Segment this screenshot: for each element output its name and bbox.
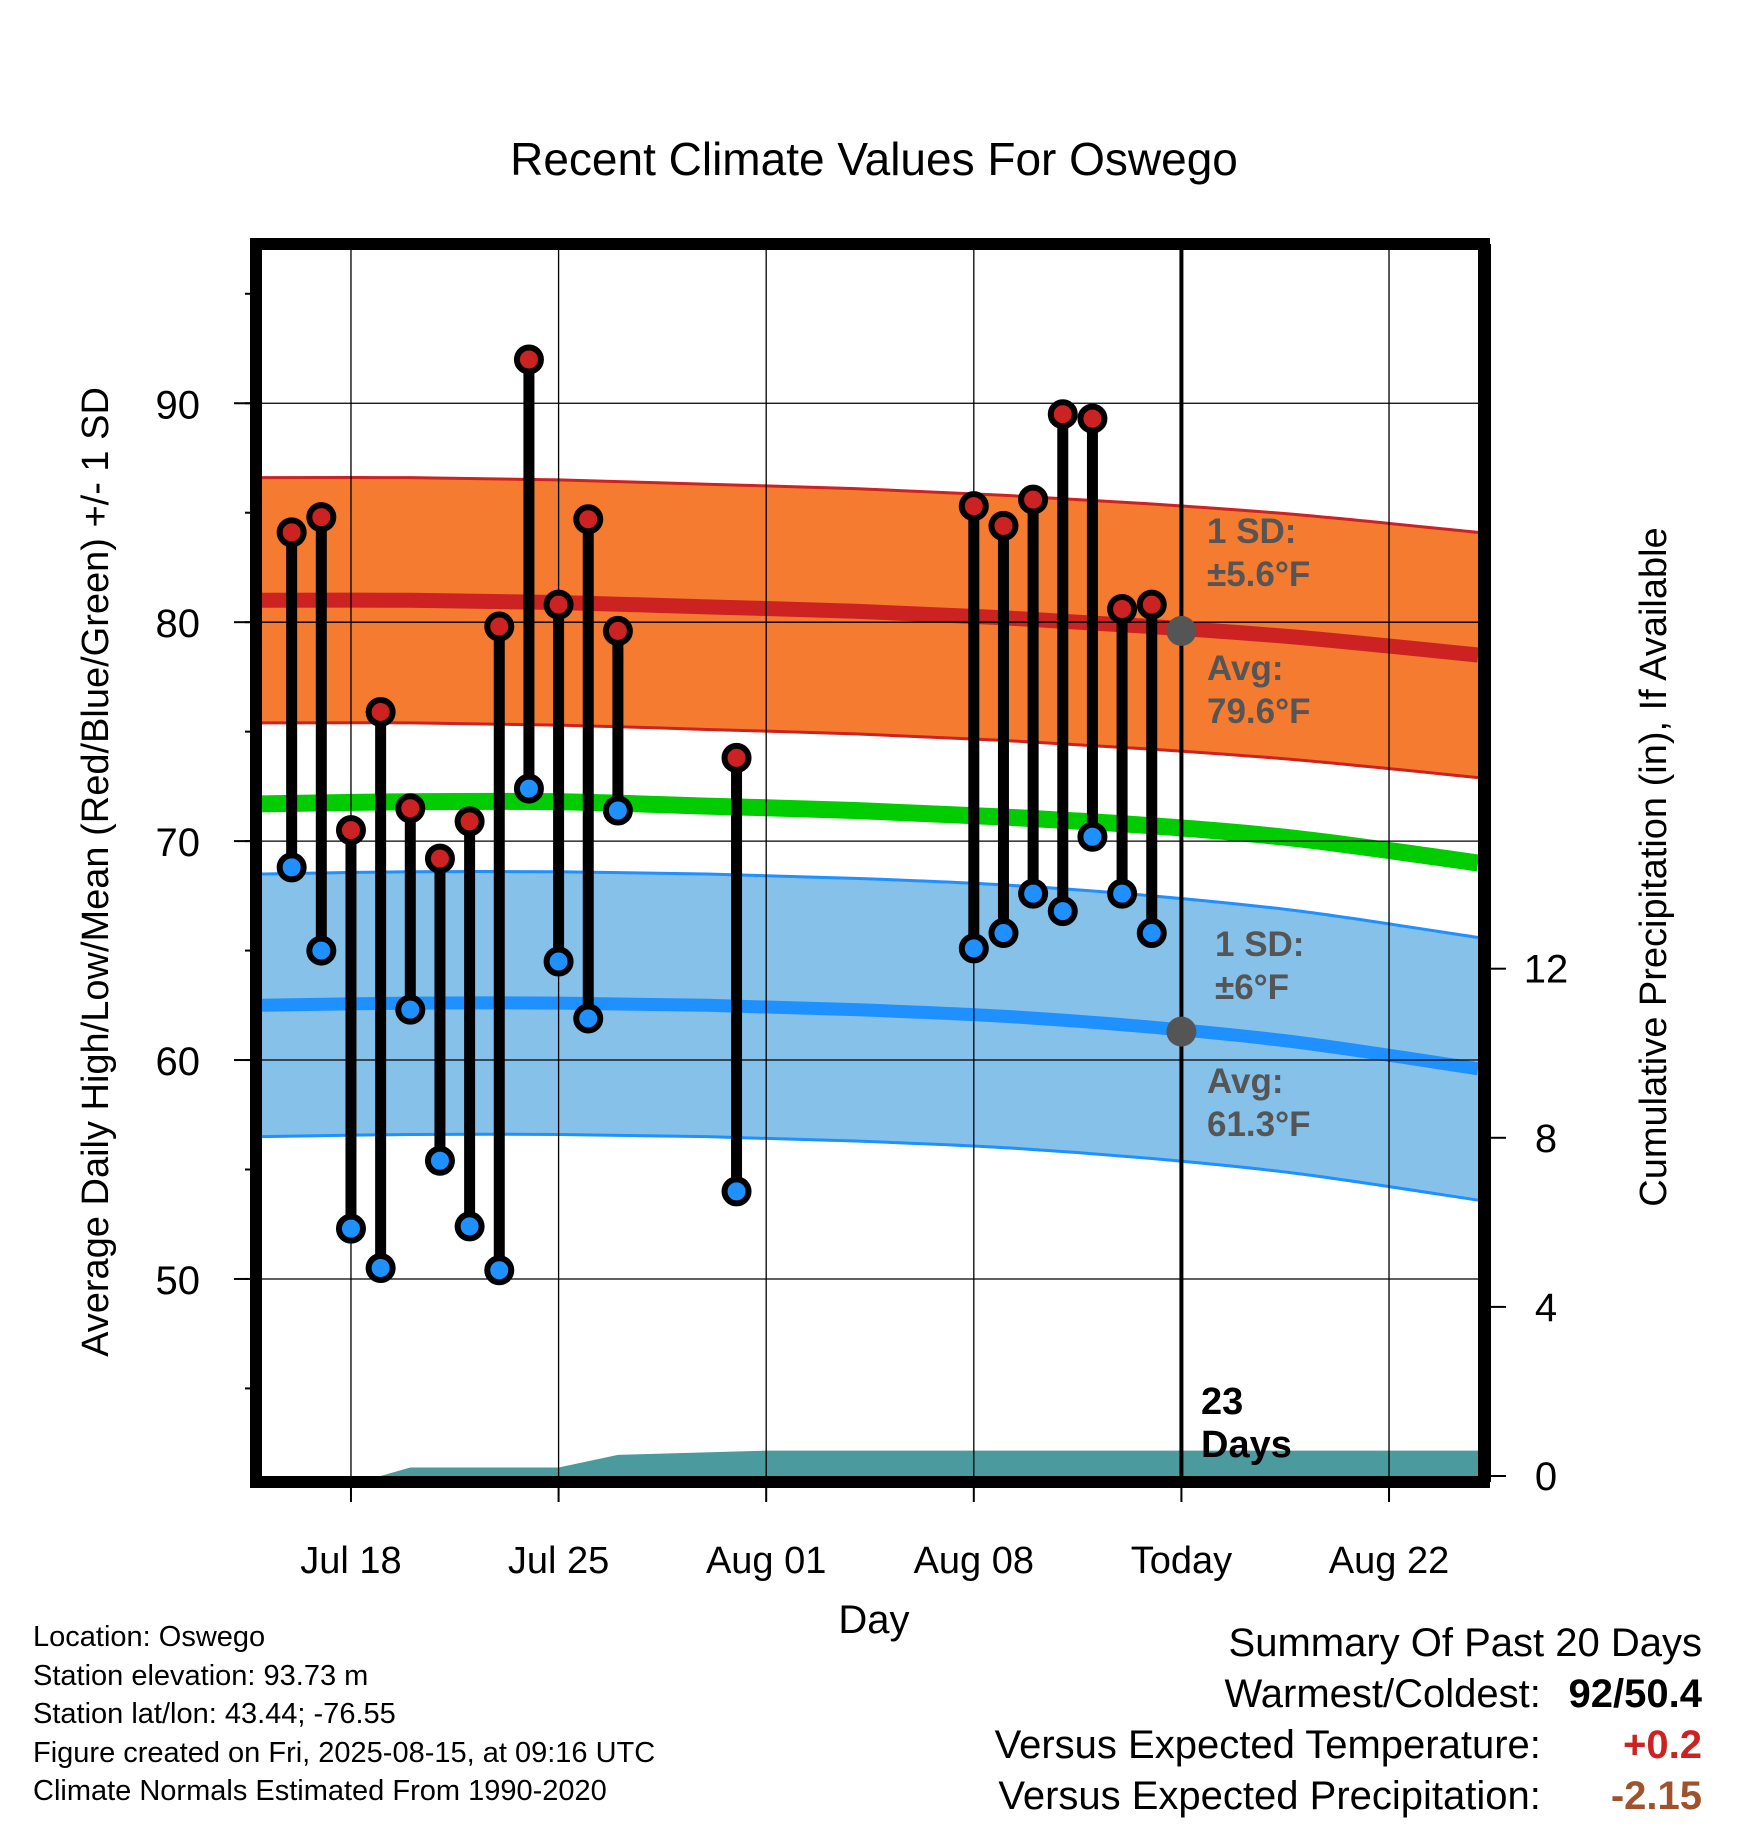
daily-low-point [602, 795, 633, 826]
figure-created-line: Figure created on Fri, 2025-08-15, at 09… [33, 1736, 656, 1769]
high-average-line [261, 592, 1479, 663]
daily-high-point [365, 696, 396, 727]
x-tick-label: Today [1131, 1540, 1232, 1582]
daily-low-point [395, 994, 426, 1025]
daily-low-point [1136, 918, 1167, 949]
warmest-coldest-value: 92/50.4 [1568, 1672, 1702, 1716]
high-sd-band [262, 477, 1478, 778]
y-tick-label: 50 [156, 1259, 201, 1303]
high-sd-upper-edge [261, 476, 1479, 534]
daily-low-point [276, 852, 307, 883]
high-sd-lower-edge [261, 721, 1479, 780]
low-avg-annotation: Avg: [1207, 1062, 1283, 1101]
daily-low-point [573, 1003, 604, 1034]
daily-high-point [1018, 484, 1049, 515]
daily-low-point [958, 933, 989, 964]
daily-high-point [543, 589, 574, 620]
y-tick-label: 60 [156, 1040, 201, 1084]
daily-high-point [1047, 399, 1078, 430]
daily-high-point [335, 815, 366, 846]
daily-low-point [1107, 878, 1138, 909]
elevation-line: Station elevation: 93.73 m [33, 1659, 369, 1692]
daily-high-point [395, 793, 426, 824]
daily-high-point [424, 843, 455, 874]
right-y-tick-label: 4 [1535, 1286, 1557, 1330]
daily-low-point [365, 1253, 396, 1284]
daily-low-point [306, 935, 337, 966]
high-sd-annotation: ±5.6°F [1207, 555, 1310, 594]
right-y-tick-label: 8 [1535, 1117, 1557, 1161]
daily-low-point [543, 946, 574, 977]
daily-high-point [958, 491, 989, 522]
daily-low-point [513, 773, 544, 804]
daily-low-point [484, 1255, 515, 1286]
daily-high-point [988, 510, 1019, 541]
low-sd-lower-edge [261, 1132, 1479, 1202]
y-axis-label-right: Cumulative Precipitation (in), If Availa… [1633, 527, 1675, 1206]
summary-title: Summary Of Past 20 Days [1228, 1621, 1702, 1665]
daily-high-point [1136, 589, 1167, 620]
daily-low-point [1018, 878, 1049, 909]
precip-departure-row: Versus Expected Precipitation: -2.15 [995, 1771, 1702, 1822]
location-line: Location: Oswego [33, 1621, 266, 1653]
daily-low-point [988, 918, 1019, 949]
high-sd-annotation: 1 SD: [1207, 512, 1296, 551]
daily-high-point [276, 517, 307, 548]
right-y-tick-label: 12 [1524, 948, 1569, 992]
daily-high-point [484, 611, 515, 642]
x-tick-label: Aug 22 [1329, 1540, 1449, 1582]
daily-low-point [424, 1145, 455, 1176]
y-tick-label: 90 [156, 383, 201, 427]
low-sd-upper-edge [261, 869, 1479, 939]
x-tick-label: Jul 25 [508, 1540, 609, 1582]
y-axis-label-left: Average Daily High/Low/Mean (Red/Blue/Gr… [75, 387, 117, 1357]
daily-high-point [454, 806, 485, 837]
mean-average-line [261, 792, 1480, 872]
daily-low-point [1047, 896, 1078, 927]
temp-departure-value: +0.2 [1623, 1723, 1702, 1767]
chart-title: Recent Climate Values For Oswego [510, 133, 1238, 185]
daily-low-point [1077, 821, 1108, 852]
station-info: Location: Oswego Station elevation: 93.7… [33, 1618, 655, 1811]
daily-high-point [513, 344, 544, 375]
daily-high-point [1107, 594, 1138, 625]
precip-departure-label: Versus Expected Precipitation: [998, 1774, 1541, 1818]
low-sd-annotation: ±6°F [1215, 968, 1289, 1007]
low-sd-annotation: 1 SD: [1215, 925, 1304, 964]
warmest-coldest-row: Warmest/Coldest: 92/50.4 [995, 1669, 1703, 1720]
x-axis-label: Day [838, 1598, 909, 1642]
days-annotation: 23 [1201, 1381, 1243, 1423]
daily-low-point [721, 1176, 752, 1207]
today-high-average-marker [1166, 615, 1197, 646]
daily-high-point [1077, 403, 1108, 434]
normals-period-line: Climate Normals Estimated From 1990-2020 [33, 1775, 607, 1807]
low-average-line [261, 996, 1479, 1076]
days-annotation: Days [1201, 1424, 1292, 1466]
temp-departure-label: Versus Expected Temperature: [994, 1723, 1541, 1767]
today-low-average-marker [1166, 1016, 1197, 1047]
daily-high-point [573, 504, 604, 535]
high-avg-annotation: Avg: [1207, 649, 1283, 688]
precipitation-area [262, 1450, 1478, 1476]
warmest-coldest-label: Warmest/Coldest: [1224, 1672, 1541, 1716]
y-tick-label: 80 [156, 602, 201, 646]
low-avg-annotation: 61.3°F [1207, 1105, 1311, 1144]
daily-low-point [335, 1213, 366, 1244]
precip-departure-value: -2.15 [1610, 1774, 1702, 1818]
daily-low-point [454, 1211, 485, 1242]
daily-high-point [721, 742, 752, 773]
x-tick-label: Jul 18 [300, 1540, 401, 1582]
x-tick-label: Aug 08 [914, 1540, 1034, 1582]
right-y-tick-label: 0 [1535, 1455, 1557, 1499]
latlon-line: Station lat/lon: 43.44; -76.55 [33, 1698, 396, 1730]
x-tick-label: Aug 01 [706, 1540, 826, 1582]
high-avg-annotation: 79.6°F [1207, 692, 1311, 731]
y-tick-label: 70 [156, 821, 201, 865]
temp-departure-row: Versus Expected Temperature: +0.2 [995, 1720, 1702, 1771]
summary-panel: Summary Of Past 20 Days Warmest/Coldest:… [995, 1618, 1702, 1822]
daily-high-point [602, 615, 633, 646]
daily-high-point [306, 502, 337, 533]
